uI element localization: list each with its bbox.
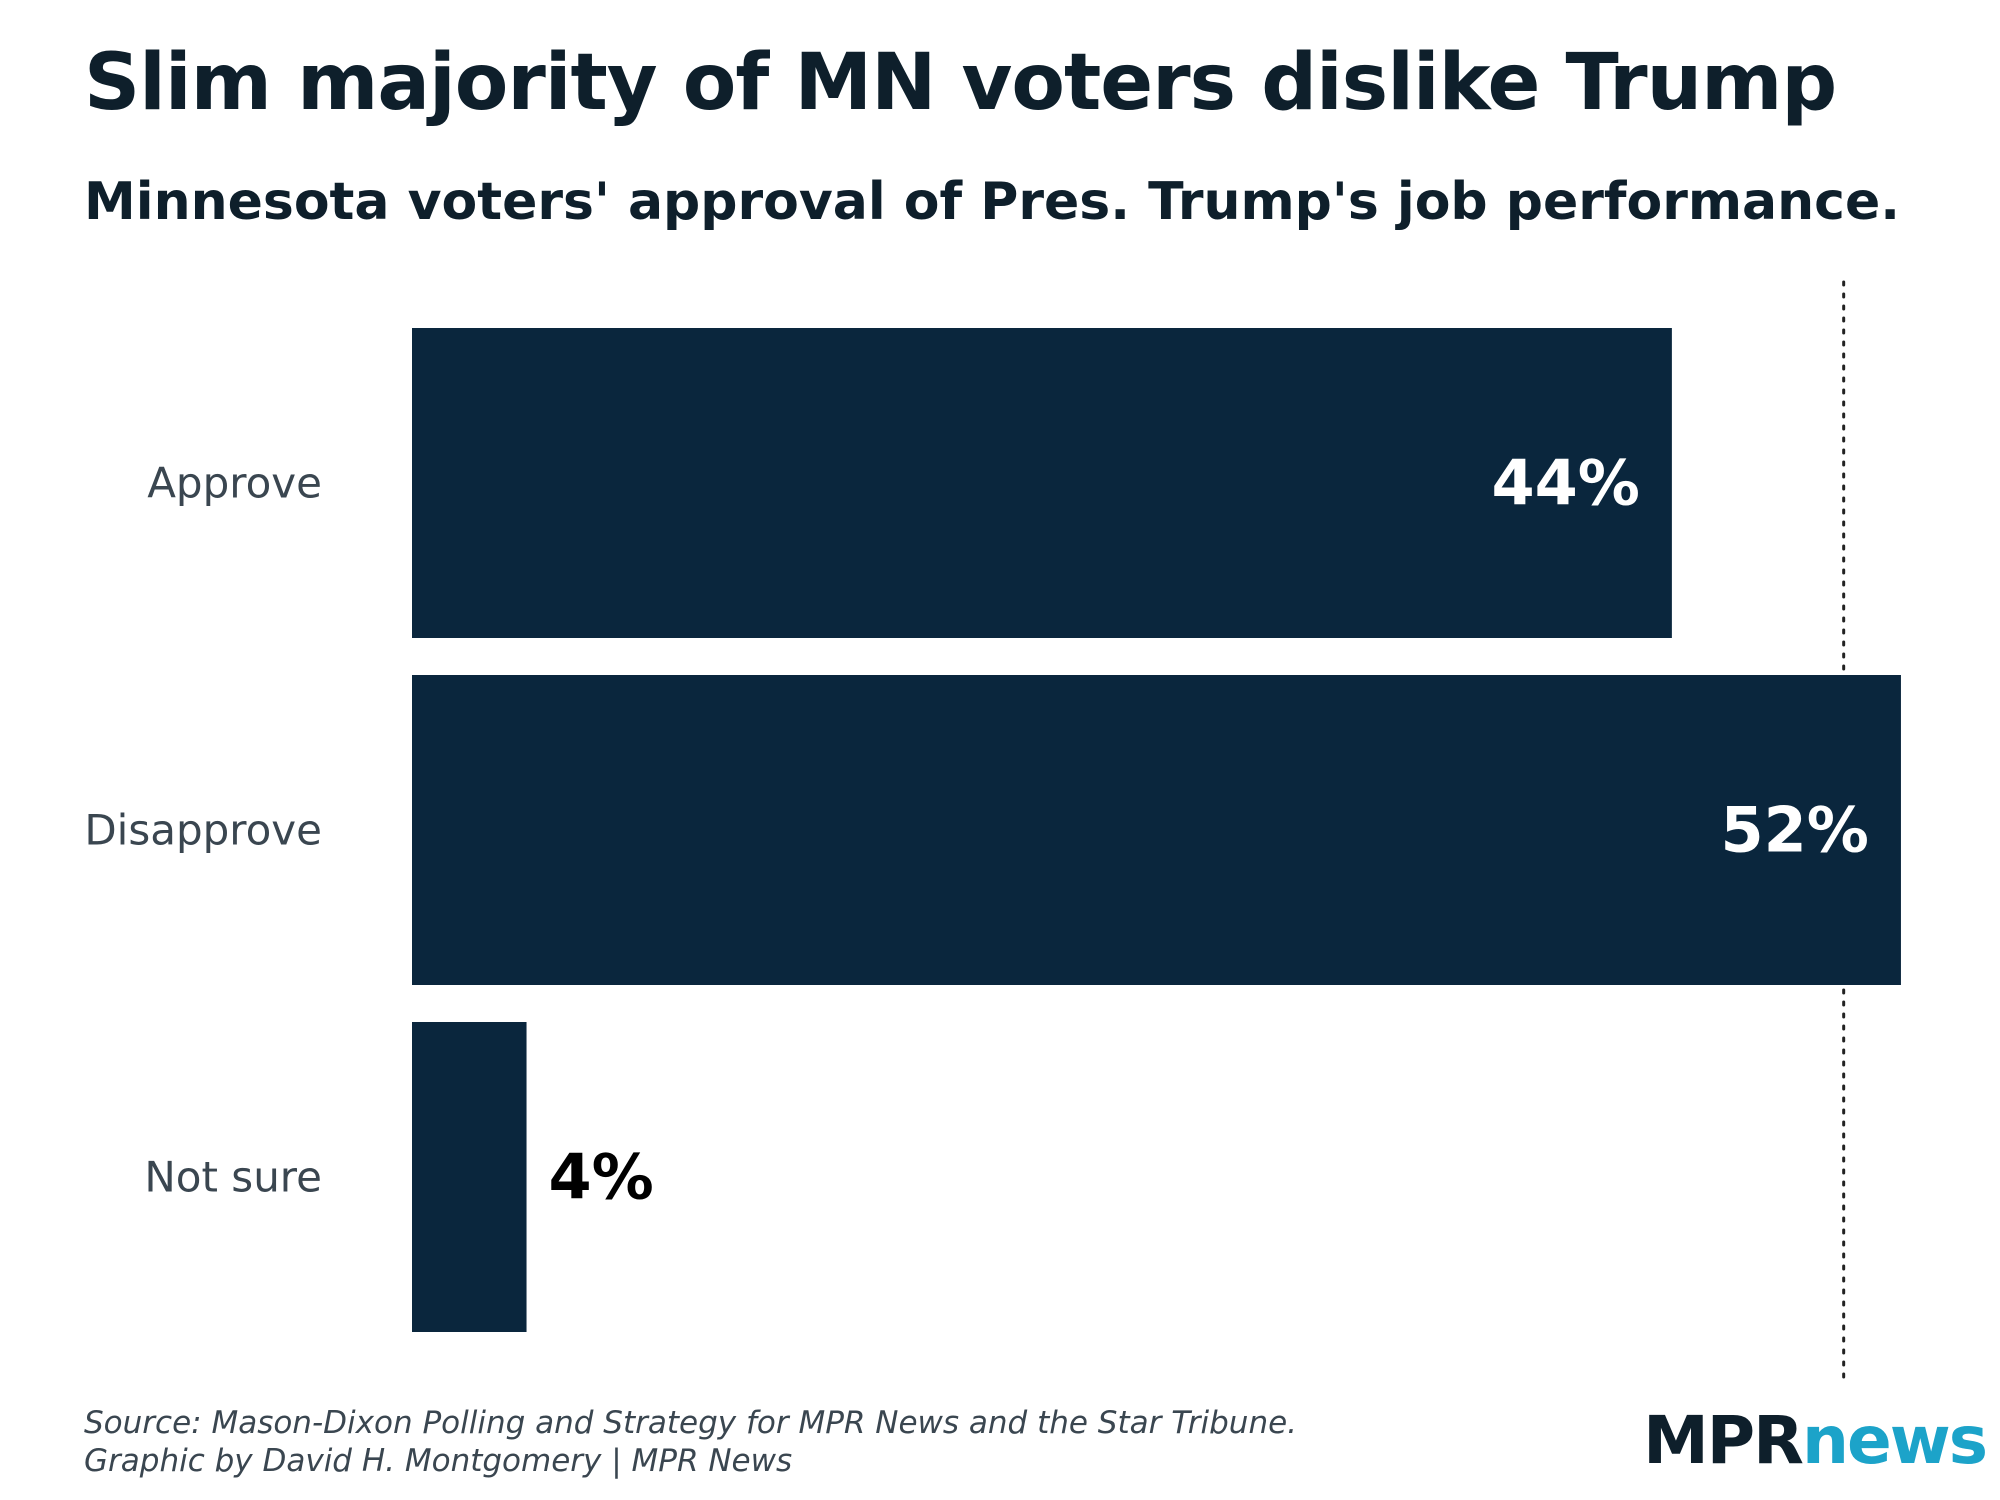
bar-approve [412,328,1672,638]
source-note: Source: Mason-Dixon Polling and Strategy… [84,1404,1297,1480]
credit-line: Graphic by David H. Montgomery | MPR New… [84,1443,793,1479]
bar-disapprove [412,675,1901,985]
chart-title: Slim majority of MN voters dislike Trump [84,38,1837,128]
bar-not-sure [412,1022,527,1332]
value-label: 52% [1721,794,1869,867]
value-label: 4% [549,1141,654,1214]
mpr-news-logo: MPRnews [1643,1408,1988,1474]
value-label: 44% [1491,447,1639,520]
chart-subtitle: Minnesota voters' approval of Pres. Trum… [84,172,1901,232]
logo-mpr-text: MPR [1643,1402,1804,1479]
category-label: Not sure [144,1153,322,1202]
logo-news-text: news [1801,1402,1988,1479]
category-label: Disapprove [84,806,322,855]
source-line: Source: Mason-Dixon Polling and Strategy… [84,1405,1298,1441]
category-label: Approve [147,459,322,508]
bar-chart: Approve 44% Disapprove 52% Not sure 4% [84,280,1901,1388]
